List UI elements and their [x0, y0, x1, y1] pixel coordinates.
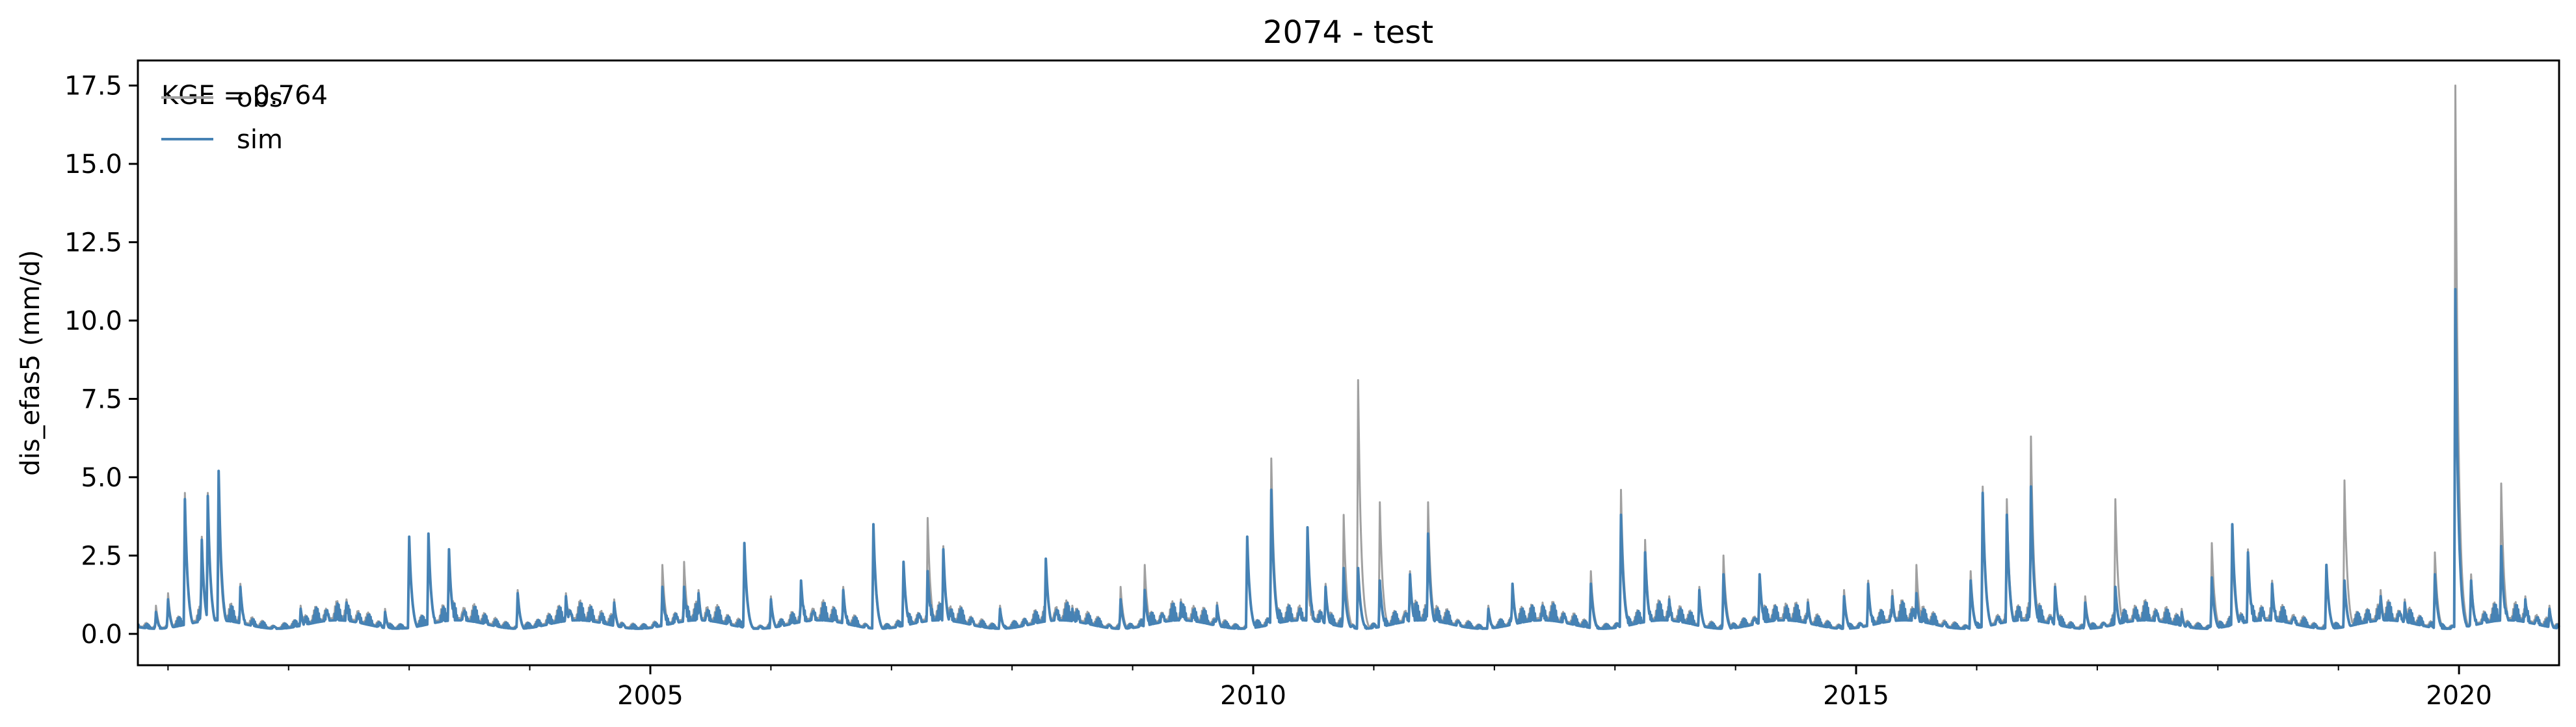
kge-annotation: KGE = 0.764	[161, 81, 328, 111]
y-tick-label: 17.5	[64, 72, 122, 101]
legend: obs sim	[161, 83, 283, 155]
y-axis-label: dis_efas5 (mm/d)	[16, 250, 46, 476]
y-tick-label: 15.0	[64, 150, 122, 179]
y-tick-label: 2.5	[81, 541, 122, 571]
y-tick-label: 5.0	[81, 463, 122, 493]
axes-frame	[137, 59, 2560, 667]
plot-area	[137, 85, 2560, 630]
y-tick-label: 7.5	[81, 384, 122, 414]
chart-title: 2074 - test	[1263, 14, 1433, 51]
x-tick-label: 2020	[2426, 681, 2492, 711]
series-line-sim	[137, 287, 2560, 630]
y-tick-label: 10.0	[64, 306, 122, 336]
y-axis: 0.0 2.5 5.0 7.5 10.0 12.5 15.0 17.5	[64, 72, 138, 650]
legend-label-sim: sim	[237, 125, 283, 155]
legend-label-obs: obs	[237, 83, 283, 113]
y-tick-label: 0.0	[81, 620, 122, 650]
y-tick-label: 12.5	[64, 228, 122, 258]
x-axis: 2005 2010 2015 2020	[167, 665, 2492, 711]
x-tick-label: 2005	[617, 681, 684, 711]
x-tick-label: 2015	[1823, 681, 1889, 711]
x-tick-label: 2010	[1220, 681, 1286, 711]
